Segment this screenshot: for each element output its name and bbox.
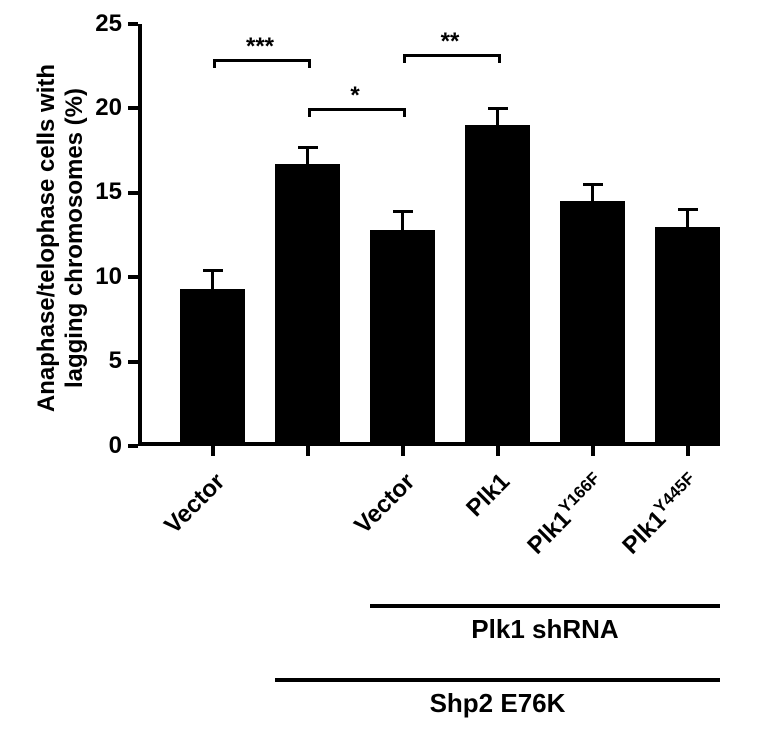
- sig-bracket-drop: [308, 59, 311, 68]
- y-tick-mark: [128, 275, 138, 279]
- y-tick-mark: [128, 106, 138, 110]
- y-tick-mark: [128, 360, 138, 364]
- y-tick-mark: [128, 444, 138, 448]
- y-tick-label: 0: [78, 432, 122, 460]
- error-bar: [591, 184, 594, 201]
- sig-label: **: [410, 28, 490, 56]
- sig-bracket-drop: [403, 54, 406, 63]
- y-tick-label: 5: [78, 347, 122, 375]
- group-line: [370, 604, 720, 608]
- x-tick-label: Vector: [69, 468, 230, 629]
- x-tick-mark: [306, 446, 310, 456]
- bar: [370, 230, 435, 446]
- bar: [275, 164, 340, 446]
- error-bar-cap: [203, 269, 223, 272]
- x-tick-mark: [591, 446, 595, 456]
- y-axis-label: Anaphase/telophase cells with lagging ch…: [33, 27, 89, 449]
- y-tick-label: 10: [78, 263, 122, 291]
- error-bar-cap: [393, 210, 413, 213]
- sig-bracket-drop: [308, 108, 311, 117]
- group-label: Shp2 E76K: [348, 688, 648, 719]
- error-bar: [306, 147, 309, 164]
- error-bar-cap: [583, 183, 603, 186]
- error-bar: [686, 210, 689, 227]
- sig-label: ***: [220, 33, 300, 61]
- error-bar: [496, 108, 499, 125]
- y-tick-label: 20: [78, 94, 122, 122]
- bar: [180, 289, 245, 446]
- y-tick-label: 25: [78, 10, 122, 38]
- sig-label: *: [315, 82, 395, 110]
- figure-root: { "chart": { "type": "bar", "width_px": …: [0, 0, 762, 747]
- x-tick-mark: [401, 446, 405, 456]
- error-bar-cap: [488, 107, 508, 110]
- bar: [655, 227, 720, 446]
- bar: [465, 125, 530, 446]
- y-tick-mark: [128, 22, 138, 26]
- bar: [560, 201, 625, 446]
- sig-bracket-drop: [498, 54, 501, 63]
- x-tick-mark: [211, 446, 215, 456]
- x-tick-mark: [686, 446, 690, 456]
- error-bar: [401, 211, 404, 230]
- x-tick-mark: [496, 446, 500, 456]
- error-bar: [211, 270, 214, 289]
- group-line: [275, 678, 720, 682]
- y-tick-label: 15: [78, 178, 122, 206]
- error-bar-cap: [298, 146, 318, 149]
- error-bar-cap: [678, 208, 698, 211]
- sig-bracket-drop: [403, 108, 406, 117]
- sig-bracket-drop: [213, 59, 216, 68]
- group-label: Plk1 shRNA: [395, 614, 695, 645]
- y-tick-mark: [128, 191, 138, 195]
